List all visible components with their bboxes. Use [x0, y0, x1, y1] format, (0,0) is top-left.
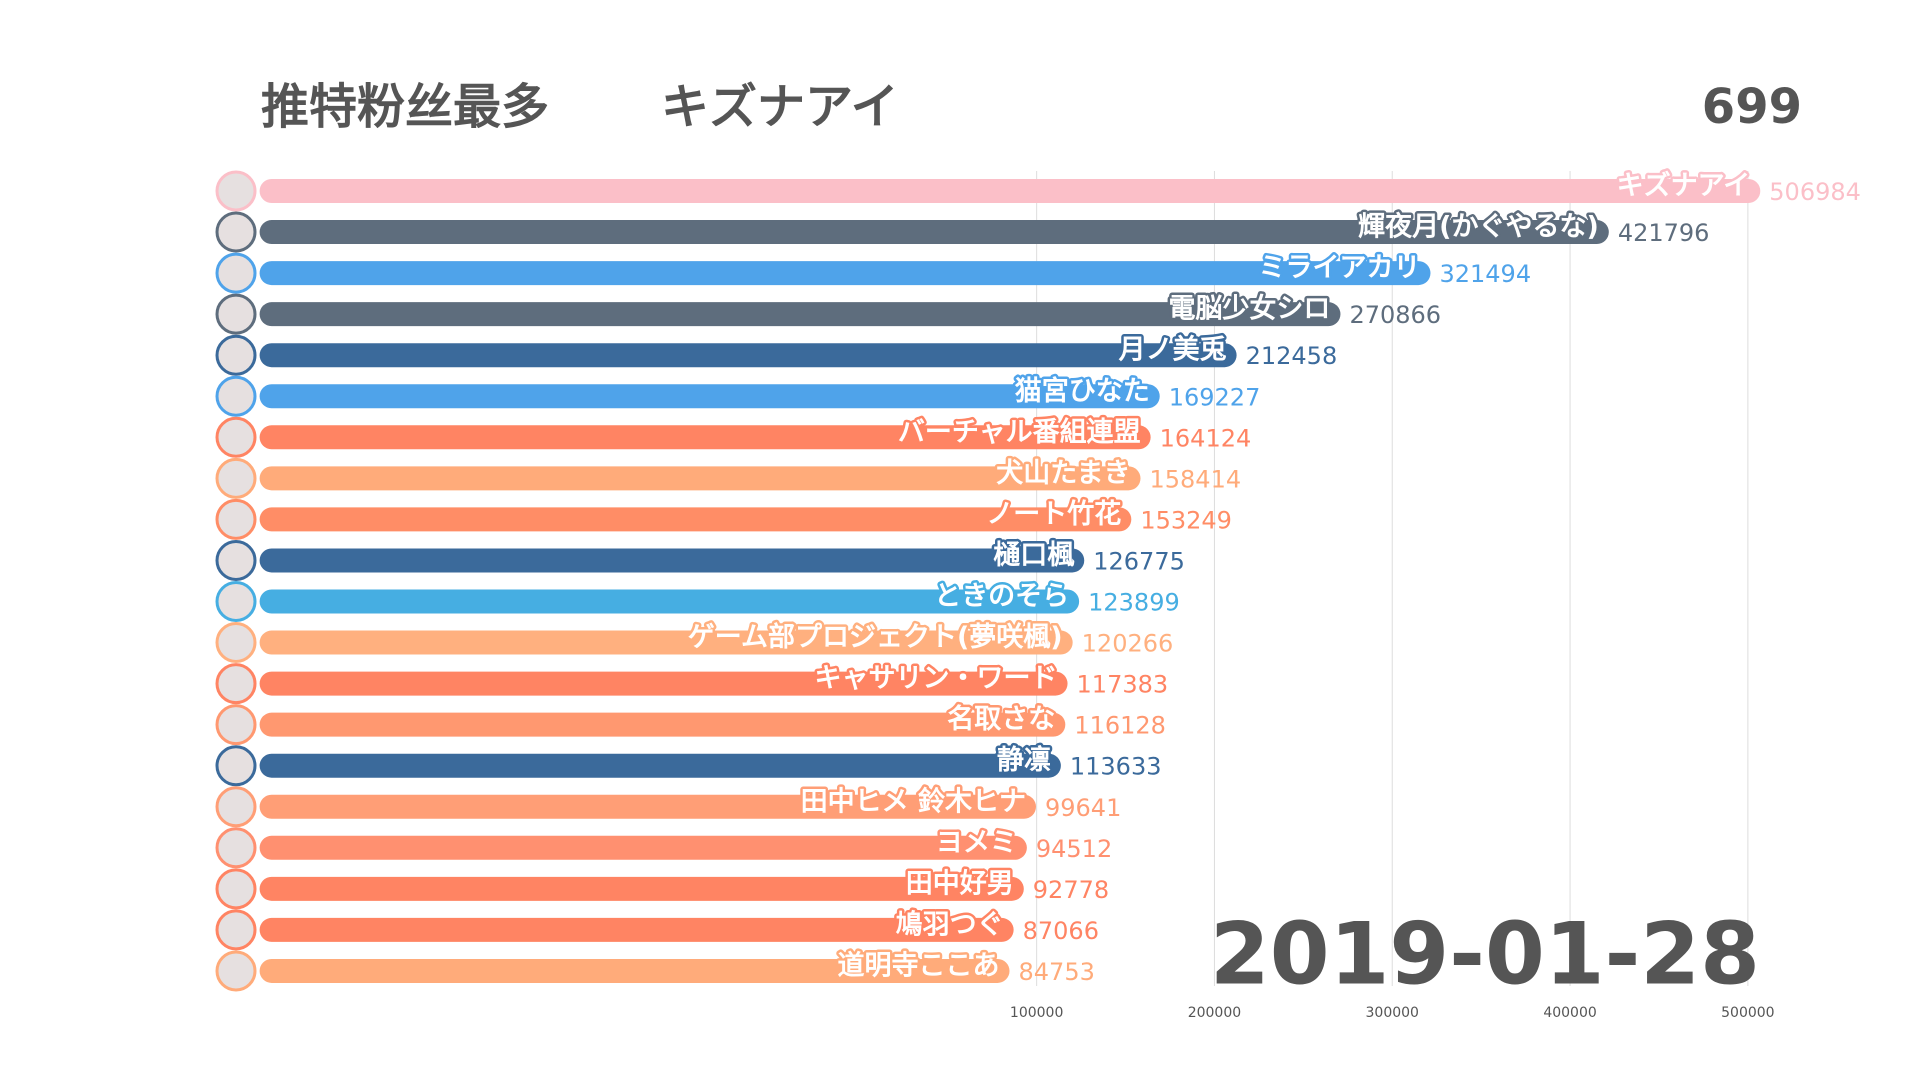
value-label: 158414: [1149, 465, 1241, 493]
avatar: [215, 252, 257, 294]
avatar: [215, 827, 257, 869]
x-tick-label: 500000: [1721, 1005, 1774, 1021]
bar: [259, 876, 1024, 901]
bar-name: ノート竹花: [986, 498, 1121, 530]
bar: [259, 794, 1036, 819]
bar-name: バーチャル番組連盟: [898, 416, 1141, 448]
x-tick-label: 100000: [1010, 1005, 1063, 1021]
value-label: 153249: [1140, 506, 1232, 534]
value-label: 321494: [1439, 260, 1531, 288]
value-label: 212458: [1246, 342, 1338, 370]
x-tick-label: 300000: [1366, 1005, 1419, 1021]
counter: 699: [1702, 79, 1802, 135]
value-label: 270866: [1349, 301, 1441, 329]
bar: [259, 302, 1341, 327]
value-label: 123899: [1088, 589, 1180, 617]
bar: [259, 630, 1073, 655]
avatar: [215, 498, 257, 540]
bar-name: 月ノ美兎: [1118, 334, 1227, 366]
bar-name: ミライアカリ: [1258, 253, 1420, 284]
x-tick-label: 200000: [1188, 1005, 1241, 1021]
chart-title: 推特粉丝最多: [261, 79, 549, 135]
value-label: 94512: [1036, 835, 1112, 863]
bar: [259, 958, 1010, 983]
avatar: [215, 622, 257, 664]
bar: [259, 179, 1761, 203]
avatar: [215, 581, 257, 622]
bar: [259, 712, 1066, 737]
bar-name: 田中好男: [906, 868, 1014, 899]
bar: [259, 917, 1014, 942]
bar-name: 田中ヒメ 鈴木ヒナ: [801, 785, 1026, 817]
x-tick-label: 400000: [1543, 1005, 1596, 1021]
value-label: 99641: [1045, 794, 1121, 822]
value-label: 87066: [1023, 917, 1099, 945]
value-label: 421796: [1618, 219, 1710, 247]
bar: [259, 384, 1160, 409]
bar: [259, 507, 1132, 532]
avatar: [215, 334, 257, 376]
bar-name: ゲーム部プロジェクト(夢咲楓): [688, 621, 1063, 653]
bar: [259, 835, 1027, 860]
bar-name: 道明寺ここあ: [838, 949, 1000, 981]
avatar: [215, 457, 257, 499]
avatar: [215, 950, 257, 992]
value-label: 116128: [1074, 712, 1166, 740]
value-label: 84753: [1019, 958, 1095, 986]
bar: [259, 753, 1061, 778]
leader: キズナアイ: [661, 79, 899, 135]
bar-name: 鳩羽つぐ: [896, 909, 1004, 940]
bar-name: 犬山たまき: [996, 458, 1130, 489]
avatar: [215, 416, 257, 458]
grid: 100000 200000 300000 400000 500000: [1010, 171, 1775, 1021]
date: 2019-01-28: [1210, 904, 1760, 1004]
avatar: [215, 745, 257, 787]
avatar: [215, 170, 257, 212]
bar-name: キズナアイ: [1617, 170, 1751, 202]
bar-name: ヨメミ: [936, 827, 1017, 858]
value-label: 506984: [1769, 178, 1861, 206]
value-label: 120266: [1082, 630, 1174, 658]
avatar: [215, 663, 257, 705]
value-label: 164124: [1160, 424, 1252, 452]
bar: [259, 220, 1609, 245]
avatar: [215, 539, 257, 581]
bar-name: 樋口楓: [993, 540, 1075, 571]
bar: [259, 671, 1068, 696]
bar-name: 名取さな: [947, 703, 1055, 735]
bar: [259, 261, 1431, 286]
avatar: [215, 704, 257, 746]
bar-name: キャサリン・ワード: [815, 663, 1058, 694]
value-label: 92778: [1033, 876, 1109, 904]
avatar: [215, 211, 257, 253]
bar-name: ときのそら: [934, 581, 1069, 612]
value-label: 113633: [1070, 753, 1162, 781]
bar: [259, 548, 1085, 573]
bar-name: 輝夜月(かぐやるな): [1358, 211, 1599, 243]
avatar: [215, 786, 257, 828]
bar: [259, 343, 1237, 368]
bar-name: 電脳少女シロ: [1168, 293, 1330, 325]
avatar: [215, 909, 257, 951]
bar-name: 静凛: [997, 744, 1051, 776]
bar: [259, 589, 1080, 614]
bar-name: 猫宮ひなた: [1015, 375, 1150, 407]
value-label: 126775: [1093, 547, 1185, 575]
bar: [259, 466, 1141, 491]
value-label: 169227: [1169, 383, 1261, 411]
avatar: [215, 375, 257, 417]
avatar: [215, 868, 257, 910]
avatar: [215, 293, 257, 335]
bar: [259, 425, 1151, 450]
bars: キズナアイ 506984 輝夜月(かぐやるな) 421796 ミライアカリ 321494 電…: [215, 167, 1861, 992]
value-label: 117383: [1077, 671, 1169, 699]
